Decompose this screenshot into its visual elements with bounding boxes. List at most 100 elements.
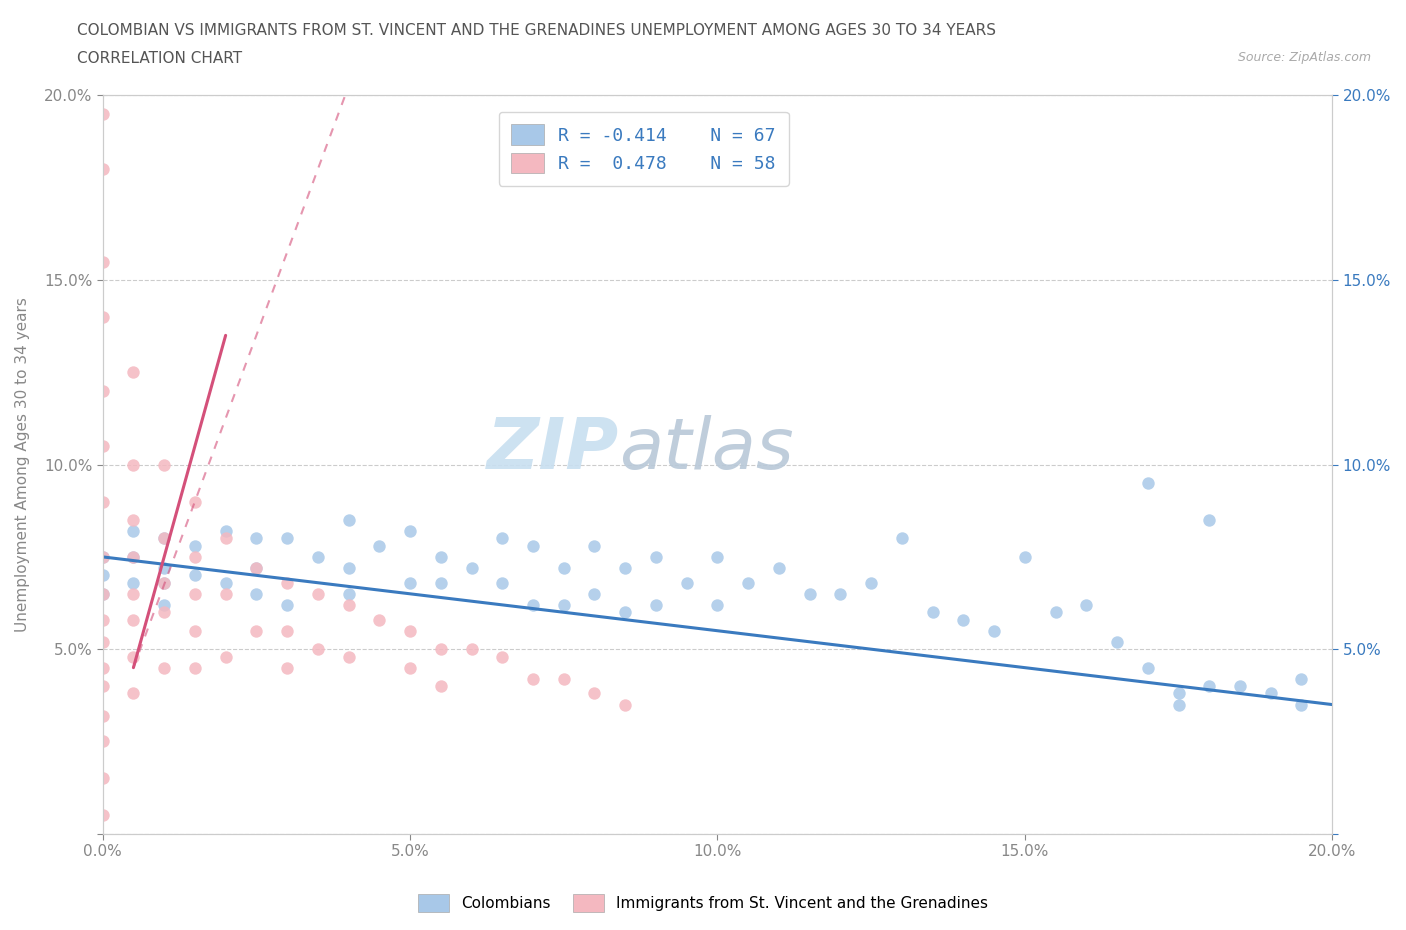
Point <box>122 576 145 591</box>
Text: COLOMBIAN VS IMMIGRANTS FROM ST. VINCENT AND THE GRENADINES UNEMPLOYMENT AMONG A: COLOMBIAN VS IMMIGRANTS FROM ST. VINCENT… <box>77 23 997 38</box>
Y-axis label: Unemployment Among Ages 30 to 34 years: Unemployment Among Ages 30 to 34 years <box>15 298 30 632</box>
Point <box>214 587 236 602</box>
Point <box>337 512 360 527</box>
Point <box>276 623 298 638</box>
Point <box>91 550 114 565</box>
Point <box>553 561 575 576</box>
Point <box>614 698 637 712</box>
Point <box>153 531 176 546</box>
Point <box>184 568 207 583</box>
Point <box>245 623 267 638</box>
Legend: Colombians, Immigrants from St. Vincent and the Grenadines: Colombians, Immigrants from St. Vincent … <box>412 888 994 918</box>
Point <box>890 531 912 546</box>
Point <box>91 734 114 749</box>
Point <box>1167 698 1189 712</box>
Point <box>153 531 176 546</box>
Point <box>122 612 145 627</box>
Point <box>1045 604 1067 619</box>
Point <box>91 679 114 694</box>
Point <box>399 524 422 538</box>
Point <box>675 576 697 591</box>
Point <box>91 587 114 602</box>
Point <box>1167 686 1189 701</box>
Point <box>522 671 544 686</box>
Point <box>737 576 759 591</box>
Point <box>583 538 606 553</box>
Point <box>1136 475 1159 490</box>
Point <box>1291 671 1313 686</box>
Point <box>491 576 513 591</box>
Point <box>307 587 329 602</box>
Point <box>122 512 145 527</box>
Point <box>91 106 114 121</box>
Point <box>337 597 360 612</box>
Point <box>91 808 114 823</box>
Point <box>522 538 544 553</box>
Point <box>214 531 236 546</box>
Point <box>706 550 728 565</box>
Point <box>276 660 298 675</box>
Point <box>153 604 176 619</box>
Point <box>276 576 298 591</box>
Point <box>368 612 391 627</box>
Point <box>245 531 267 546</box>
Point <box>91 709 114 724</box>
Point <box>430 642 453 657</box>
Point <box>307 550 329 565</box>
Point <box>399 576 422 591</box>
Point <box>491 531 513 546</box>
Point <box>91 550 114 565</box>
Point <box>399 660 422 675</box>
Point <box>122 686 145 701</box>
Point <box>153 660 176 675</box>
Point <box>153 561 176 576</box>
Point <box>368 538 391 553</box>
Point <box>184 623 207 638</box>
Point <box>768 561 790 576</box>
Point <box>91 660 114 675</box>
Point <box>153 576 176 591</box>
Point <box>337 649 360 664</box>
Point <box>645 550 668 565</box>
Point <box>307 642 329 657</box>
Point <box>245 561 267 576</box>
Point <box>460 642 482 657</box>
Point <box>184 494 207 509</box>
Point <box>614 604 637 619</box>
Point <box>214 649 236 664</box>
Point <box>645 597 668 612</box>
Point <box>799 587 821 602</box>
Point <box>614 561 637 576</box>
Point <box>153 458 176 472</box>
Text: CORRELATION CHART: CORRELATION CHART <box>77 51 242 66</box>
Point <box>830 587 852 602</box>
Point <box>122 550 145 565</box>
Point <box>399 623 422 638</box>
Text: ZIP: ZIP <box>486 416 619 485</box>
Point <box>860 576 883 591</box>
Point <box>430 550 453 565</box>
Point <box>553 671 575 686</box>
Legend: R = -0.414    N = 67, R =  0.478    N = 58: R = -0.414 N = 67, R = 0.478 N = 58 <box>499 112 789 186</box>
Point <box>1260 686 1282 701</box>
Point <box>153 576 176 591</box>
Point <box>91 162 114 177</box>
Point <box>91 587 114 602</box>
Point <box>245 561 267 576</box>
Point <box>91 439 114 454</box>
Point <box>214 524 236 538</box>
Point <box>184 587 207 602</box>
Point <box>491 649 513 664</box>
Point <box>122 365 145 379</box>
Point <box>1076 597 1098 612</box>
Point <box>122 458 145 472</box>
Point <box>276 597 298 612</box>
Point <box>91 634 114 649</box>
Point <box>706 597 728 612</box>
Point <box>430 679 453 694</box>
Text: atlas: atlas <box>619 416 794 485</box>
Point <box>337 587 360 602</box>
Point <box>91 254 114 269</box>
Point <box>1136 660 1159 675</box>
Point <box>430 576 453 591</box>
